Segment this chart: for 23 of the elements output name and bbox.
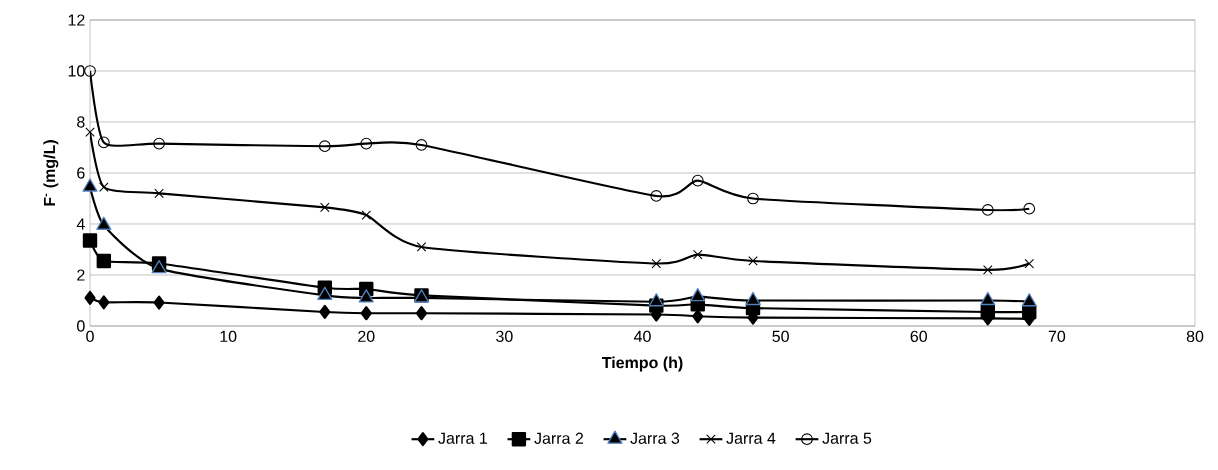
y-tick-label: 12 [68,14,85,26]
y-tick-label: 0 [77,320,85,332]
y-tick-label: 4 [76,218,85,230]
x-tick-label: 20 [358,330,375,343]
y-tick-label: 8 [77,116,85,128]
x-tick-label: 70 [1048,330,1066,343]
x-tick-label: 40 [633,330,651,343]
legend-label: Jarra 2 [534,432,583,444]
x-tick-label: 60 [910,330,928,343]
legend-label: Jarra 1 [438,432,487,444]
x-tick-label: 50 [772,330,789,343]
x-tick-label: 0 [86,330,94,343]
x-tick-label: 80 [1186,330,1204,343]
x-axis-title: Tiempo (h) [601,356,683,372]
legend-label: Jarra 5 [822,432,872,444]
y-axis-title: F$^{-}$ (mg/L) [43,140,59,206]
y-tick-label: 10 [68,65,85,77]
legend-label: Jarra 4 [726,432,776,444]
x-tick-label: 30 [496,330,513,343]
y-tick-label: 2 [77,269,85,281]
x-tick-label: 10 [220,330,237,343]
y-tick-label: 6 [77,167,85,179]
legend-label: Jarra 3 [630,432,680,444]
